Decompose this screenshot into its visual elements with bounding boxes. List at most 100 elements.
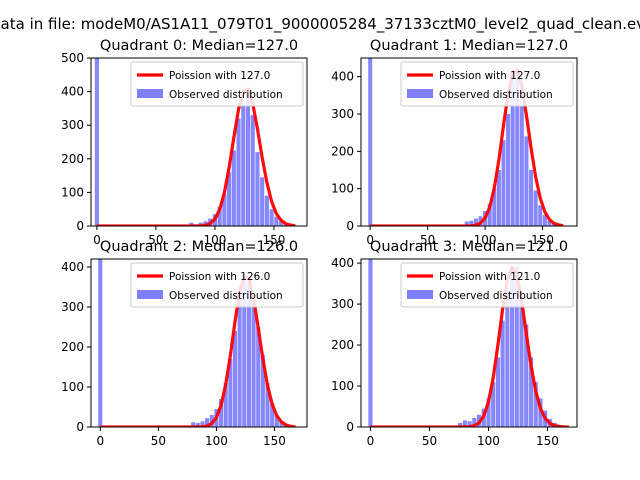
histogram-bar [279,421,284,427]
legend-fit-label: Poission with 127.0 [169,70,270,82]
legend-hist-label: Observed distribution [169,290,283,302]
histogram-bar [368,58,373,226]
histogram-bar [256,327,261,427]
histogram-bar [191,422,196,427]
legend-hist-label: Observed distribution [439,290,553,302]
poisson-fit-line [370,68,564,226]
histogram-bar [496,170,501,226]
subplot-quadrant-1: Quadrant 1: Median=127.0 0 50 100 150 0 100 200… [331,38,578,247]
subplot-quadrant-3: Quadrant 3: Median=121.0 0 50 100 150 0 100 200… [331,239,578,448]
x-tick-label: 150 [263,434,286,448]
y-tick-label: 400 [61,260,84,274]
plot-area [368,58,564,226]
histogram-bar [269,209,274,226]
histogram-bar [265,383,270,427]
x-tick-label: 50 [148,233,163,247]
y-tick-label: 100 [61,380,84,394]
poisson-fit-line [96,87,296,226]
histogram-bar [519,106,524,226]
x-tick-label: 100 [205,434,228,448]
histogram-bar [231,150,236,226]
y-tick-label: 300 [61,300,84,314]
plot-area [94,58,296,226]
y-tick-label: 500 [61,51,84,65]
x-tick-label: 150 [536,434,559,448]
histogram-bar [469,220,474,226]
legend: Poission with 127.0 Observed distribution [130,61,304,107]
legend: Poission with 126.0 Observed distribution [130,262,304,308]
histogram-bar [519,299,524,427]
histogram-bar [506,114,511,226]
histogram-bar [242,275,247,427]
legend-hist-label: Observed distribution [439,89,553,101]
histogram-bar [510,80,515,226]
histogram-bar [458,422,463,427]
histogram-bar [533,381,538,427]
histogram-bar [500,320,505,427]
legend-fit-label: Poission with 126.0 [169,271,270,283]
histogram-bar [528,357,534,427]
x-tick-label: 0 [367,434,375,448]
x-tick-label: 0 [366,233,374,247]
histogram-bar [510,279,515,427]
histogram-bar [462,420,467,427]
histogram-bar [547,220,552,226]
y-tick-label: 300 [331,107,354,121]
x-tick-label: 50 [422,434,437,448]
histogram-bar [464,221,469,226]
y-tick-label: 100 [331,379,354,393]
histogram-bar [487,203,492,226]
histogram-bar [195,423,200,427]
histogram-bar [228,359,233,427]
legend-frame [400,61,574,107]
histogram-bar [205,418,210,427]
axes-frame [90,258,308,428]
histogram-bar [237,295,242,427]
figure-suptitle: Data in file: modeM0/AS1A11_079T01_90000… [0,15,640,34]
legend: Poission with 127.0 Observed distribution [400,61,574,107]
histogram-bar [467,421,472,427]
subplot-title: Quadrant 3: Median=121.0 [370,239,568,255]
histogram-bar [524,324,529,427]
histogram-bar [251,303,256,427]
histogram-bar [514,267,519,427]
legend-fit-label: Poission with 127.0 [439,70,540,82]
histogram-bar [255,152,260,226]
axes-frame [90,57,308,227]
histogram-bar [246,283,251,427]
histogram-bar [278,221,284,226]
histogram-bar [538,205,543,226]
axes-frame [360,258,578,428]
histogram-bar [505,291,510,427]
y-tick-label: 200 [61,152,84,166]
histogram-bar [274,216,279,226]
y-tick-label: 200 [331,144,354,158]
y-tick-label: 0 [346,420,354,434]
histogram-bar [472,417,477,427]
y-tick-label: 0 [346,219,354,233]
subplot-quadrant-0: Quadrant 0: Median=127.0 0 50 100 150 0 100 200… [61,38,308,247]
histogram-bar [495,357,500,427]
histogram-bar [274,415,279,427]
histogram-bar [473,218,478,226]
x-tick-label: 100 [203,233,226,247]
y-tick-label: 300 [61,118,84,132]
histogram-bar [264,195,269,226]
legend-frame [130,61,304,107]
legend-frame [400,262,574,308]
x-tick-label: 100 [474,233,497,247]
histogram-bar [486,398,491,427]
y-tick-label: 0 [76,420,84,434]
histogram-bar [542,214,547,226]
subplot-title: Quadrant 0: Median=127.0 [100,38,298,54]
legend-hist-swatch [137,290,163,299]
histogram-bar [232,331,238,427]
histogram-bar [98,259,103,427]
histogram-bar [245,88,251,226]
subplot-title: Quadrant 1: Median=127.0 [370,38,568,54]
histogram-bar [529,170,534,226]
histogram-bar [515,69,520,226]
histogram-bar [219,399,224,427]
histogram-bar [491,381,496,427]
histogram-bar [492,188,497,226]
